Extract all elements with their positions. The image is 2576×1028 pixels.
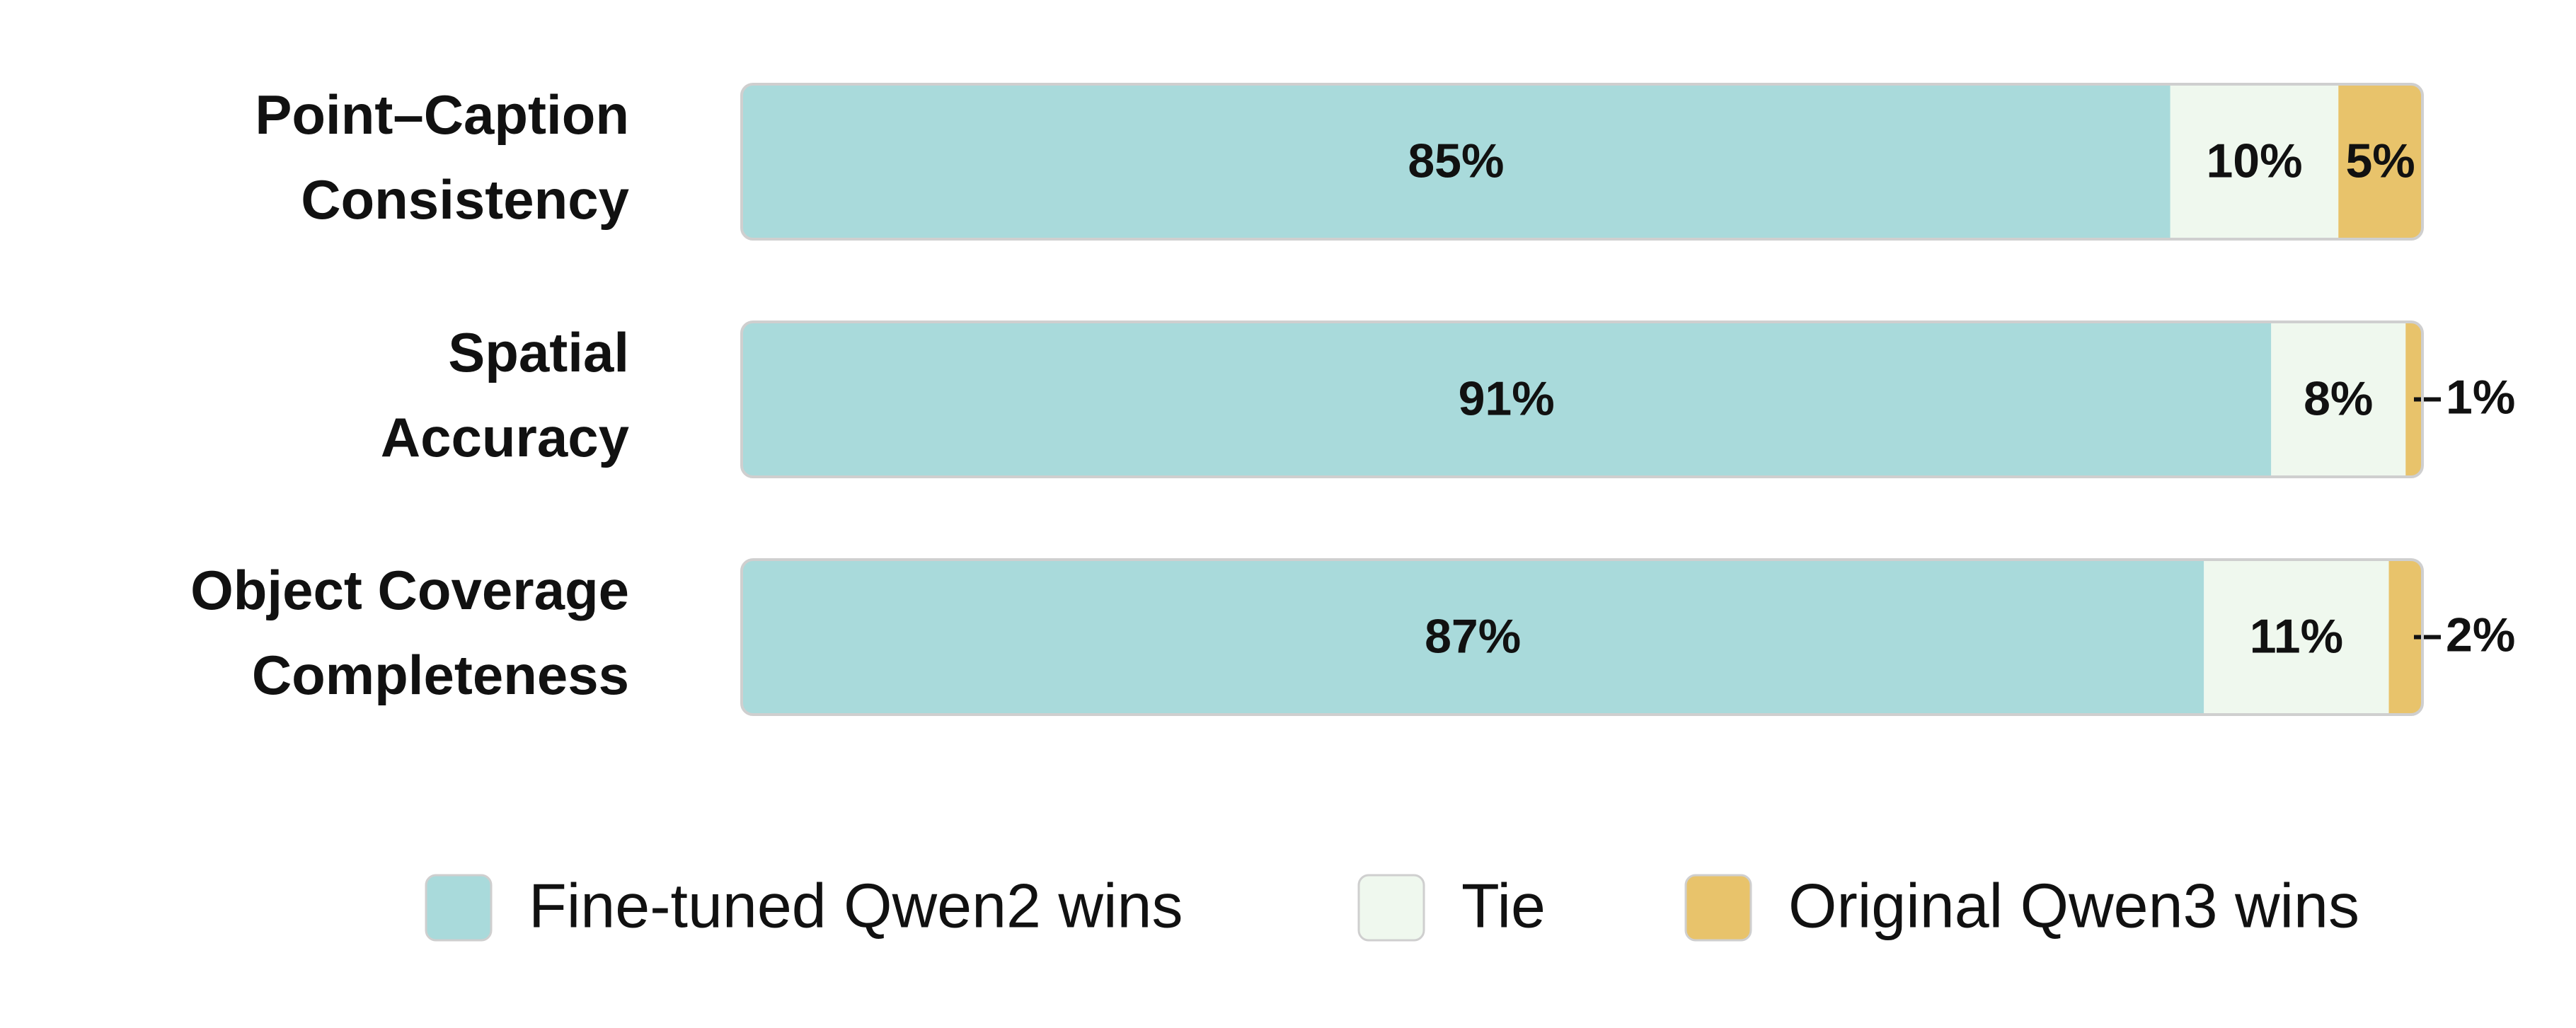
category-label: Completeness: [252, 644, 629, 706]
legend-swatch: [425, 874, 493, 942]
legend-label: Fine-tuned Qwen2 wins: [529, 870, 1183, 940]
legend-swatch: [1684, 874, 1752, 942]
value-label: 91%: [1459, 371, 1555, 425]
bar-segment: [2338, 84, 2422, 239]
category-label: Accuracy: [381, 406, 629, 468]
bar-segment: [2204, 560, 2389, 715]
bar-outline: [740, 320, 2424, 478]
value-label: 5%: [2345, 134, 2415, 187]
value-label: 85%: [1408, 134, 1504, 187]
category-label: Consistency: [301, 168, 629, 231]
legend-label: Original Qwen3 wins: [1788, 870, 2359, 940]
value-label: 87%: [1425, 609, 1521, 663]
bar-segment: [742, 560, 2204, 715]
bar-outline: [740, 83, 2424, 241]
value-label: 8%: [2304, 371, 2373, 425]
value-label: 2%: [2446, 608, 2515, 662]
value-label: 1%: [2446, 370, 2515, 424]
bar-segment: [2271, 322, 2406, 477]
bar-segment: [742, 84, 2170, 239]
value-label: 10%: [2206, 134, 2302, 187]
bar-group: [742, 84, 2422, 239]
category-label: Spatial: [448, 321, 629, 383]
category-label: Object Coverage: [190, 559, 629, 621]
bar-segment: [742, 322, 2272, 477]
legend-label: Tie: [1461, 870, 1546, 940]
legend-swatch: [1357, 874, 1425, 942]
bar-group: [742, 322, 2422, 477]
bar-group: [742, 560, 2422, 715]
bar-outline: [740, 558, 2424, 716]
category-label: Point–Caption: [255, 83, 629, 146]
value-label: 11%: [2250, 609, 2343, 663]
bar-segment: [2170, 84, 2339, 239]
